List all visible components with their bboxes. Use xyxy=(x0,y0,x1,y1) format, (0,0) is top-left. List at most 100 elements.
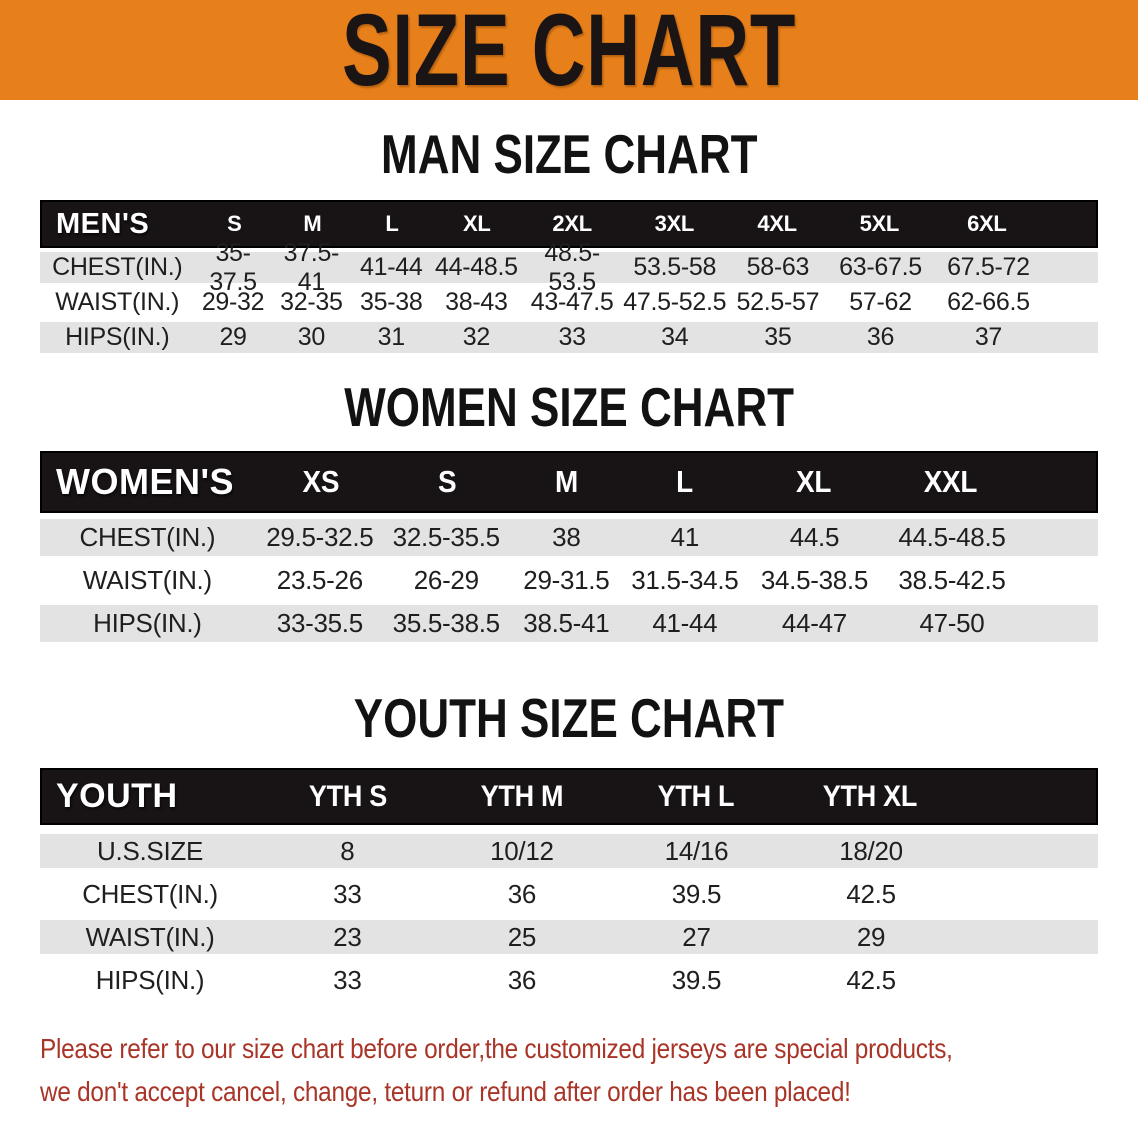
measurement-value: 33-35.5 xyxy=(276,608,363,638)
women-chart-heading-text: WOMEN SIZE CHART xyxy=(344,376,794,438)
men-chart-heading: MAN SIZE CHART xyxy=(0,126,1138,182)
measurement-value: 38 xyxy=(552,522,581,552)
measurement-value: 8 xyxy=(340,835,355,866)
size-chart-banner: SIZE CHART xyxy=(0,0,1138,107)
measurement-value: 44-47 xyxy=(781,608,847,638)
youth-size-section: YOUTH SIZE CHART YOUTH YTH S YTH M YTH L YTH… xyxy=(0,690,1138,997)
size-column-header: 6XL xyxy=(967,211,1007,236)
measurement-label: HIPS(IN.) xyxy=(95,964,205,995)
measurement-value: 52.5-57 xyxy=(736,288,820,316)
measurement-value: 58-63 xyxy=(746,253,810,281)
measurement-value: 57-62 xyxy=(849,288,912,316)
measurement-value: 48.5-53.5 xyxy=(544,238,600,296)
measurement-value: 18/20 xyxy=(839,835,903,866)
size-column-header: XL xyxy=(462,211,491,236)
size-column-header: 2XL xyxy=(552,211,592,236)
measurement-value: 34.5-38.5 xyxy=(760,565,868,595)
measurement-value: 38-43 xyxy=(445,288,508,316)
measurement-value: 14/16 xyxy=(664,835,729,866)
disclaimer-line-1-text: Please refer to our size chart before or… xyxy=(40,1033,953,1064)
size-row: WAIST(IN.) 23 25 27 29 xyxy=(40,920,1098,954)
measurement-value: 47-50 xyxy=(919,608,985,638)
measurement-label: WAIST(IN.) xyxy=(82,565,212,595)
size-column-header: L xyxy=(675,464,693,499)
measurement-value: 29 xyxy=(856,921,886,952)
measurement-label: WAIST(IN.) xyxy=(85,921,215,952)
youth-chart-heading-text: YOUTH SIZE CHART xyxy=(353,687,785,749)
measurement-value: 38.5-42.5 xyxy=(898,565,1006,595)
youth-size-table: YOUTH YTH S YTH M YTH L YTH XL U.S.SIZE 8 10/12… xyxy=(40,768,1098,997)
disclaimer-line-2-text: we don't accept cancel, change, teturn o… xyxy=(40,1076,851,1107)
measurement-value: 47.5-52.5 xyxy=(623,288,727,316)
measurement-value: 63-67.5 xyxy=(839,253,922,281)
measurement-value: 23.5-26 xyxy=(276,565,363,595)
size-column-header: XL xyxy=(795,464,832,499)
measurement-value: 29.5-32.5 xyxy=(266,522,374,552)
measurement-value: 32-35 xyxy=(280,288,343,316)
size-column-header: YTH XL xyxy=(822,779,918,813)
measurement-value: 42.5 xyxy=(846,964,896,995)
measurement-value: 30 xyxy=(297,323,326,351)
size-row: CHEST(IN.) 33 36 39.5 42.5 xyxy=(40,877,1098,911)
size-column-header: M xyxy=(554,464,578,499)
size-column-header: 3XL xyxy=(654,211,695,236)
measurement-label: HIPS(IN.) xyxy=(93,608,202,638)
measurement-value: 33 xyxy=(333,964,362,995)
women-chart-heading: WOMEN SIZE CHART xyxy=(0,379,1138,435)
measurement-value: 44-48.5 xyxy=(435,253,518,281)
size-column-header: M xyxy=(303,211,322,236)
measurement-value: 29-32 xyxy=(201,288,265,316)
measurement-value: 39.5 xyxy=(671,964,722,995)
measurement-value: 31 xyxy=(377,323,406,351)
size-column-header: S xyxy=(227,211,242,236)
women-size-table: WOMEN'S XS S M L XL XXL CHEST(IN.) 29.5-32.5 32.5… xyxy=(40,451,1098,642)
measurement-value: 42.5 xyxy=(846,878,896,909)
men-size-section: MAN SIZE CHART MEN'S S M L XL 2XL 3XL 4XL 5XL 6XL… xyxy=(0,126,1138,353)
measurement-value: 26-29 xyxy=(413,565,479,595)
measurement-label: CHEST(IN.) xyxy=(82,878,218,909)
size-column-header: YTH L xyxy=(657,779,735,813)
size-row: HIPS(IN.) 33-35.5 35.5-38.5 38.5-41 41-44 44-… xyxy=(40,605,1098,642)
measurement-value: 53.5-58 xyxy=(633,253,717,281)
measurement-value: 23 xyxy=(333,921,362,952)
measurement-value: 38.5-41 xyxy=(523,608,610,638)
measurement-value: 29 xyxy=(219,323,247,351)
measurement-value: 44.5-48.5 xyxy=(898,522,1006,552)
women-size-section: WOMEN SIZE CHART WOMEN'S XS S M L XL XXL CHEST(… xyxy=(0,379,1138,642)
measurement-value: 62-66.5 xyxy=(947,288,1030,316)
measurement-label: CHEST(IN.) xyxy=(52,253,183,281)
size-table-header-row: MEN'S S M L XL 2XL 3XL 4XL 5XL 6XL xyxy=(40,200,1098,248)
measurement-value: 32 xyxy=(462,323,491,351)
measurement-value: 35 xyxy=(764,323,792,351)
measurement-value: 33 xyxy=(558,323,587,351)
measurement-value: 33 xyxy=(333,878,362,909)
men-chart-heading-text: MAN SIZE CHART xyxy=(380,123,758,185)
size-row: CHEST(IN.) 29.5-32.5 32.5-35.5 38 41 44.5 44.5… xyxy=(40,519,1098,556)
table-group-label: MEN'S xyxy=(56,207,150,240)
size-column-header: 4XL xyxy=(757,211,797,236)
measurement-label: WAIST(IN.) xyxy=(55,288,180,316)
size-row: HIPS(IN.) 33 36 39.5 42.5 xyxy=(40,963,1098,997)
measurement-value: 37 xyxy=(974,323,1003,351)
measurement-value: 10/12 xyxy=(490,835,554,866)
size-column-header: L xyxy=(385,211,399,236)
table-group-label: WOMEN'S xyxy=(56,461,235,502)
measurement-value: 34 xyxy=(661,323,689,351)
size-table-header-row: YOUTH YTH S YTH M YTH L YTH XL xyxy=(40,768,1098,825)
measurement-value: 43-47.5 xyxy=(530,288,614,316)
measurement-value: 35.5-38.5 xyxy=(392,608,500,638)
measurement-value: 37.5-41 xyxy=(283,238,340,296)
disclaimer-line-1: Please refer to our size chart before or… xyxy=(40,1027,1138,1070)
measurement-value: 41 xyxy=(670,522,700,552)
measurement-value: 25 xyxy=(507,921,537,952)
size-column-header: XXL xyxy=(923,464,978,499)
size-column-header: YTH S xyxy=(309,779,388,813)
measurement-value: 31.5-34.5 xyxy=(631,565,739,595)
size-column-header: 5XL xyxy=(859,211,900,236)
banner-title: SIZE CHART xyxy=(341,0,797,107)
size-column-header: XS xyxy=(302,464,340,499)
size-row: HIPS(IN.) 29 30 31 32 33 34 35 36 37 xyxy=(40,322,1098,353)
measurement-value: 67.5-72 xyxy=(947,253,1030,281)
measurement-value: 35-37.5 xyxy=(209,238,257,296)
